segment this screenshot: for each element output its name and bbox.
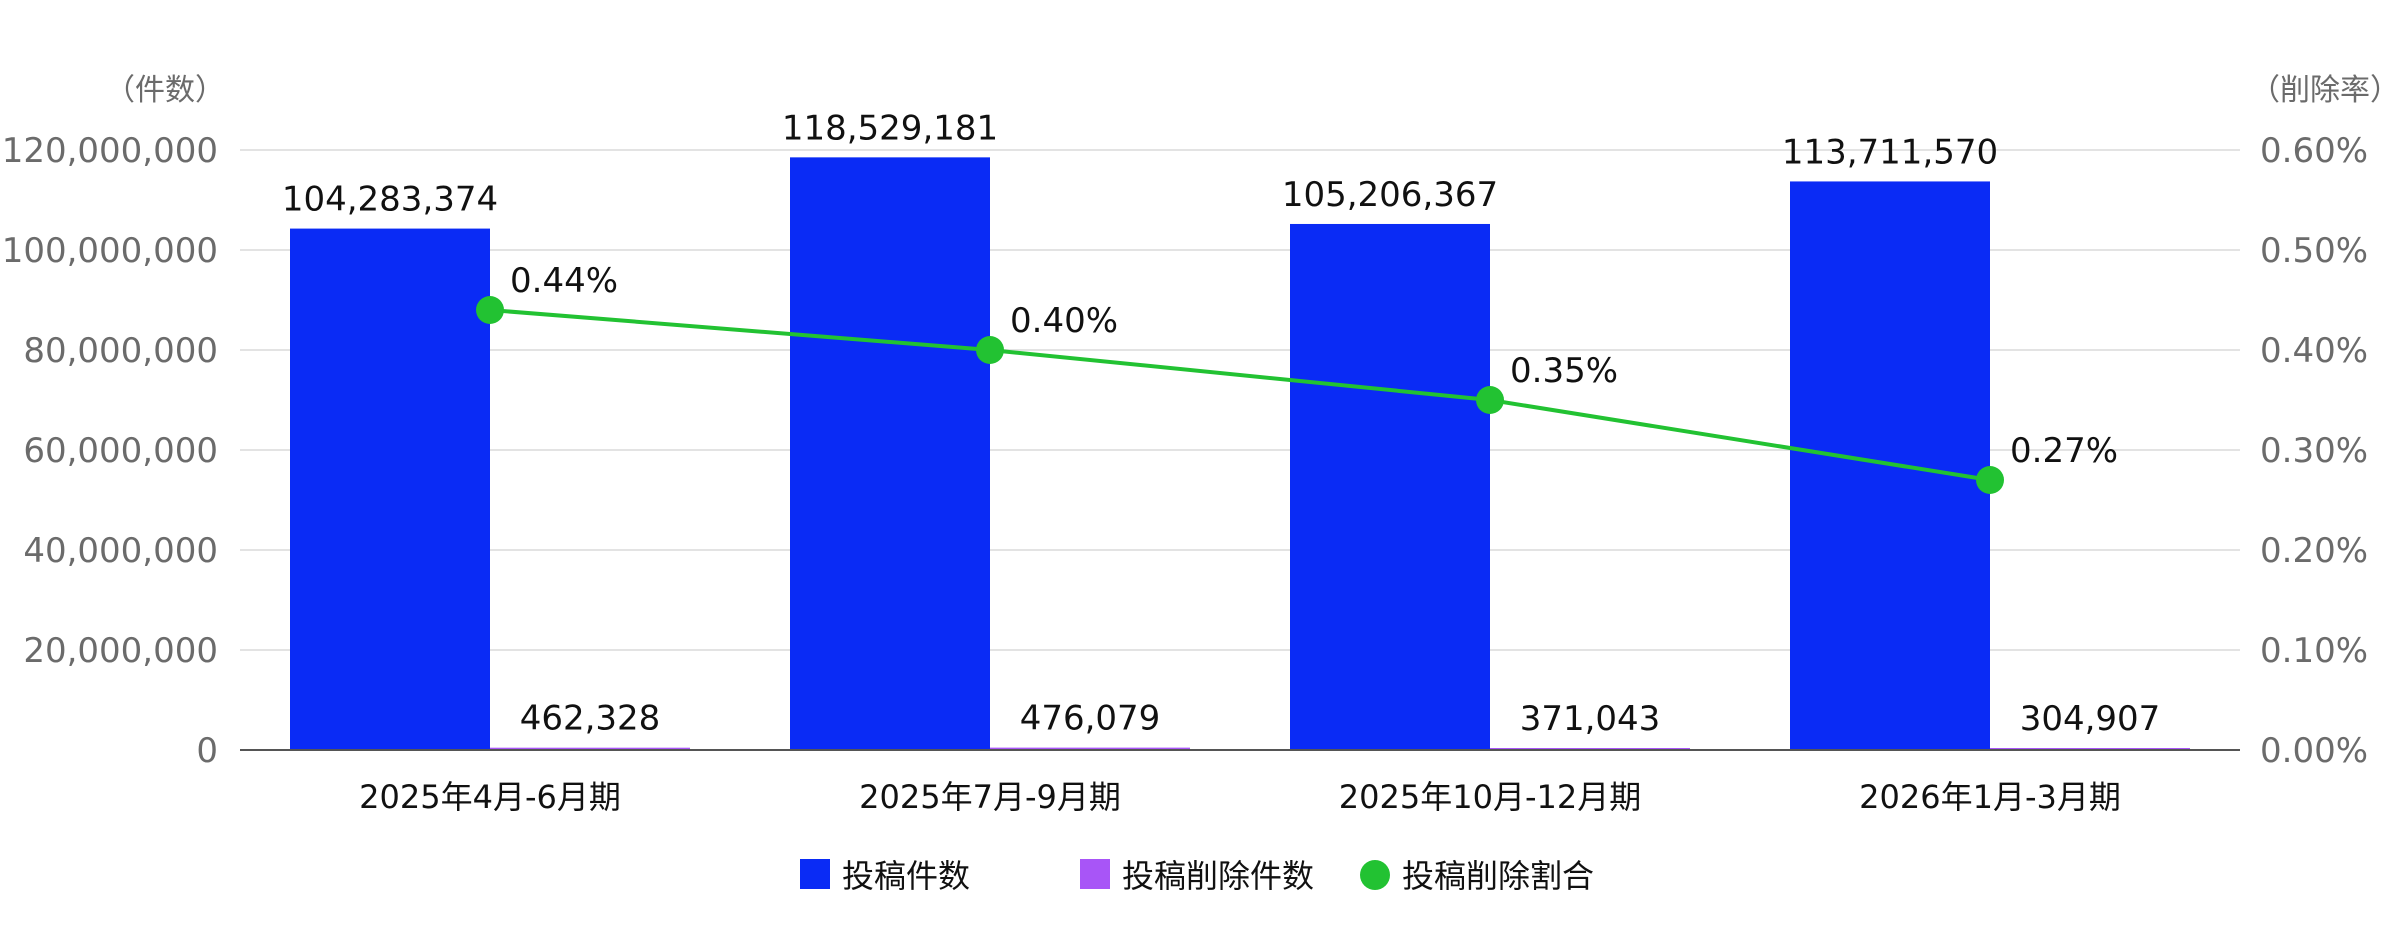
legend-swatch — [800, 859, 830, 889]
bar-data-label: 113,711,570 — [1782, 132, 1998, 172]
y-left-tick-label: 20,000,000 — [23, 631, 218, 671]
deletion-rate-point — [1476, 386, 1504, 414]
bar-data-label: 118,529,181 — [782, 108, 998, 148]
line-data-label: 0.35% — [1510, 351, 1618, 391]
line-data-label: 0.40% — [1010, 301, 1118, 341]
bar-data-label: 476,079 — [1020, 699, 1161, 739]
x-category-label: 2025年10月-12月期 — [1339, 778, 1641, 816]
y-left-tick-label: 120,000,000 — [2, 131, 218, 171]
bar-deleted-posts — [490, 747, 690, 750]
y-left-tick-label: 40,000,000 — [23, 531, 218, 571]
bar-posts — [790, 157, 990, 750]
x-category-label: 2025年7月-9月期 — [859, 778, 1121, 816]
x-category-label: 2025年4月-6月期 — [359, 778, 621, 816]
y-axis-left-unit-label: （件数） — [105, 73, 225, 108]
bar-data-label: 104,283,374 — [282, 180, 498, 220]
bar-data-label: 462,328 — [520, 699, 661, 739]
bar-series: 104,283,374 118,529,181 105,206,367 113,711… — [282, 108, 2190, 751]
line-series: 0.44% 0.40% 0.35% 0.27% — [476, 261, 2118, 494]
bar-data-label: 304,907 — [2020, 699, 2161, 739]
bar-data-label: 371,043 — [1520, 699, 1661, 739]
y-left-tick-label: 60,000,000 — [23, 431, 218, 471]
y-right-tick-label: 0.50% — [2260, 231, 2368, 271]
legend-label: 投稿件数 — [842, 857, 970, 895]
y-right-tick-label: 0.20% — [2260, 531, 2368, 571]
y-right-tick-label: 0.60% — [2260, 131, 2368, 171]
bar-data-label: 105,206,367 — [1282, 175, 1498, 215]
y-right-tick-label: 0.40% — [2260, 331, 2368, 371]
x-axis-categories: 2025年4月-6月期 2025年7月-9月期 2025年10月-12月期 2026年… — [359, 778, 2121, 816]
y-right-tick-label: 0.30% — [2260, 431, 2368, 471]
y-axis-right-unit-label: （削除率） — [2250, 73, 2400, 108]
legend-swatch — [1360, 860, 1390, 890]
x-category-label: 2026年1月-3月期 — [1859, 778, 2121, 816]
bar-posts — [290, 228, 490, 750]
y-axis-left: （件数） 0 20,000,000 40,000,000 60,000,000 80,0… — [2, 73, 225, 771]
deletion-rate-point — [1976, 466, 2004, 494]
y-right-tick-label: 0.00% — [2260, 731, 2368, 771]
y-axis-right: （削除率） 0.00% 0.10% 0.20% 0.30% 0.40% 0.50% 0.60… — [2250, 73, 2400, 771]
deletion-rate-point — [476, 296, 504, 324]
bar-posts — [1290, 223, 1490, 751]
y-left-tick-label: 100,000,000 — [2, 231, 218, 271]
deletion-rate-point — [976, 336, 1004, 364]
y-left-tick-label: 80,000,000 — [23, 331, 218, 371]
deletion-rate-line — [489, 308, 1991, 482]
legend-label: 投稿削除件数 — [1122, 857, 1314, 895]
y-right-tick-label: 0.10% — [2260, 631, 2368, 671]
legend-swatch — [1080, 859, 1110, 889]
y-left-tick-label: 0 — [196, 731, 218, 771]
bar-deleted-posts — [990, 747, 1190, 750]
legend-label: 投稿削除割合 — [1402, 857, 1594, 895]
line-data-label: 0.27% — [2010, 431, 2118, 471]
legend: 投稿件数 投稿削除件数 投稿削除割合 — [800, 857, 1594, 895]
line-data-label: 0.44% — [510, 261, 618, 301]
